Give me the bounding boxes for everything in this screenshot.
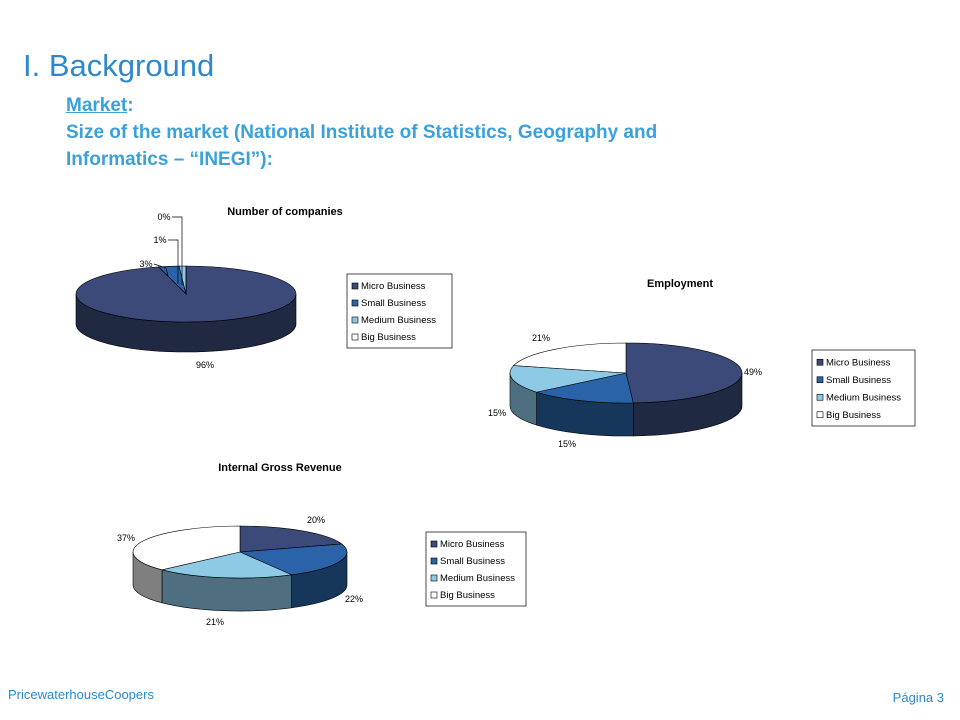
chart-legend: Micro Business Small Business Medium Busin… [346, 273, 453, 349]
data-label-micro-business: 96% [196, 360, 214, 370]
label-leader-line [172, 216, 183, 285]
pie-slice-big-business [512, 342, 627, 374]
subtitle-line-2: Size of the market (National Institute o… [66, 122, 658, 143]
legend-swatch-medium-business [430, 574, 438, 582]
subtitle-line-3: Informatics – “INEGI”): [66, 149, 273, 170]
legend-swatch-small-business [816, 376, 824, 384]
pie-chart-internal-gross-revenue: Internal Gross Revenue 20% 22% 21% 37% Micro … [117, 462, 527, 627]
legend-entry-medium-business: Medium Business [826, 392, 901, 403]
legend-entry-small-business: Small Business [826, 375, 891, 386]
slide-title: I. Background [23, 48, 215, 83]
legend-entry-micro-business: Micro Business [361, 281, 426, 292]
data-label-medium-business: 15% [488, 408, 506, 418]
data-label-big-business: 21% [532, 333, 550, 343]
pie-slice-micro-business [625, 342, 743, 404]
pie-slice-medium-business [161, 551, 293, 579]
legend-swatch-big-business [816, 411, 824, 419]
data-label-small-business: 3% [139, 259, 152, 269]
data-label-medium-business: 1% [153, 235, 166, 245]
pie-slice-small-business [535, 372, 634, 404]
data-label-small-business: 15% [558, 439, 576, 449]
pie-chart-number-of-companies: Number of companies 96% 3% 1% 0% Micro Busine… [75, 206, 453, 370]
subtitle-market-link[interactable]: Market [66, 95, 128, 116]
legend-entry-micro-business: Micro Business [826, 357, 891, 368]
data-label-micro-business: 20% [307, 515, 325, 525]
legend-swatch-big-business [430, 591, 438, 599]
legend-entry-big-business: Big Business [440, 590, 495, 601]
legend-entry-small-business: Small Business [440, 556, 505, 567]
legend-entry-micro-business: Micro Business [440, 539, 505, 550]
legend-swatch-micro-business [351, 282, 359, 290]
slide-subtitle: Market: Size of the market (National Ins… [66, 92, 657, 173]
legend-box [811, 349, 916, 427]
label-leader-line [168, 239, 179, 284]
legend-swatch-micro-business [430, 540, 438, 548]
legend-box [425, 531, 527, 607]
pie-slice-micro-business [239, 525, 343, 553]
legend-swatch-small-business [351, 299, 359, 307]
pie-chart-employment: Employment 49% 15% 15% 21% Micro Business Smal… [488, 278, 916, 449]
legend-entry-medium-business: Medium Business [361, 315, 436, 326]
data-label-small-business: 22% [345, 594, 363, 604]
data-label-big-business: 37% [117, 533, 135, 543]
pie-slice-medium-business [509, 365, 627, 393]
legend-swatch-big-business [351, 333, 359, 341]
legend-entry-small-business: Small Business [361, 298, 426, 309]
chart-title: Number of companies [227, 206, 343, 218]
pie-slice-big-business [132, 525, 241, 571]
legend-entry-medium-business: Medium Business [440, 573, 515, 584]
pie-slice-small-business [239, 543, 348, 576]
data-label-big-business: 0% [157, 212, 170, 222]
data-label-medium-business: 21% [206, 617, 224, 627]
legend-entry-big-business: Big Business [361, 332, 416, 343]
chart-title: Internal Gross Revenue [218, 462, 342, 474]
chart-legend: Micro Business Small Business Medium Busin… [425, 531, 527, 607]
footer-page-number: Página 3 [892, 690, 944, 705]
label-leader-line [153, 263, 169, 277]
chart-legend: Micro Business Small Business Medium Busin… [811, 349, 916, 427]
legend-swatch-medium-business [816, 393, 824, 401]
data-label-micro-business: 49% [744, 367, 762, 377]
legend-swatch-small-business [430, 557, 438, 565]
legend-swatch-micro-business [816, 358, 824, 366]
chart-title: Employment [647, 278, 713, 290]
footer-company: PricewaterhouseCoopers [8, 687, 154, 702]
legend-box [346, 273, 453, 349]
legend-entry-big-business: Big Business [826, 410, 881, 421]
subtitle-colon: : [127, 95, 134, 116]
legend-swatch-medium-business [351, 316, 359, 324]
